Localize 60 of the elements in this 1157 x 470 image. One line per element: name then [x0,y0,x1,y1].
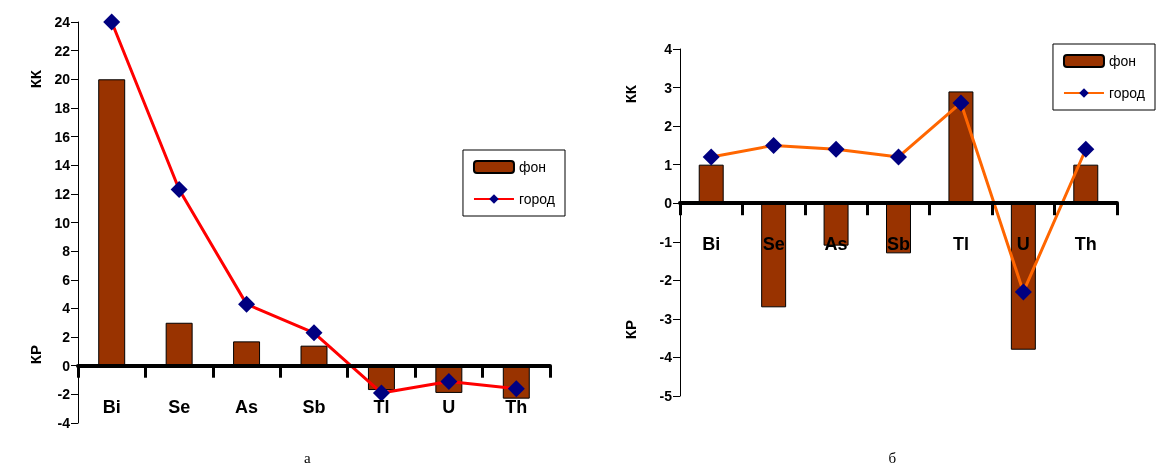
y-tick-label: 3 [664,79,673,96]
point [702,148,720,166]
y-tick-label: 4 [664,41,673,57]
y-tick-label: 18 [54,99,71,116]
point [1014,283,1032,301]
legend-label: город [1108,85,1146,101]
x-tick-label: Bi [702,234,721,255]
legend-label: фон [518,159,547,175]
y-tick-label: 2 [664,118,673,135]
x-tick-label: Th [1074,234,1097,255]
point [952,94,970,112]
y-tick-label: -4 [57,415,71,431]
point [305,324,323,342]
y-tick-label: 12 [54,185,71,202]
point [890,148,907,166]
point [372,384,390,402]
y-axis-title: КК [27,69,44,89]
y-tick-label: 10 [54,214,71,231]
text: б [888,449,897,466]
text: а [304,449,311,466]
x-tick-label: Tl [952,234,969,255]
y-tick-label: -2 [57,386,71,403]
y-tick-label: 2 [62,329,71,346]
y-tick-label: -2 [659,272,673,289]
y-tick-label: 22 [54,42,71,59]
point [238,295,256,313]
y-axis-title: КК [622,84,639,104]
y-tick-label: 14 [54,157,71,174]
point [170,181,188,199]
y-tick-label: 16 [54,128,71,145]
point [765,136,783,154]
x-tick-label: U [442,396,456,417]
y-tick-label: 0 [664,195,673,212]
y-tick-label: -5 [659,388,673,404]
y-tick-label: 4 [62,300,71,317]
x-tick-label: Sb [302,396,326,417]
x-tick-label: U [1016,234,1030,255]
point [103,13,121,31]
x-tick-label: Th [505,396,528,417]
x-tick-label: Se [762,234,785,255]
point [827,140,845,158]
y-tick-label: 0 [62,357,71,374]
x-tick-label: As [235,396,259,417]
y-tick-label: -4 [659,349,673,366]
legend-label: город [518,191,556,207]
text: КР [27,344,44,365]
y-tick-label: 1 [664,156,673,173]
x-tick-label: Se [168,396,191,417]
point [1077,140,1095,158]
y-tick-label: -1 [659,233,673,250]
y-tick-label: 6 [62,271,71,288]
x-tick-label: Sb [886,234,911,255]
y-tick-label: 24 [54,14,71,30]
y-tick-label: -3 [659,310,673,327]
x-tick-label: Tl [373,396,390,417]
y-tick-label: 20 [54,71,71,88]
legend-label: фон [1108,53,1137,69]
y-tick-label: 8 [62,243,71,260]
text: КР [622,319,639,340]
x-tick-label: Bi [102,396,121,417]
